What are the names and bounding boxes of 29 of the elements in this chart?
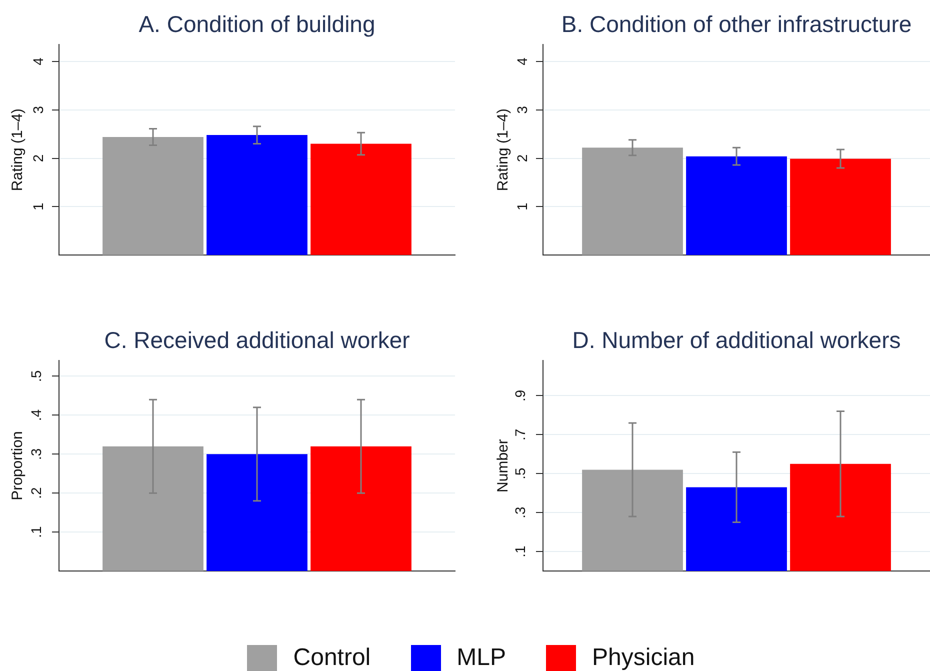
legend-label: MLP bbox=[456, 644, 506, 671]
y-tick-label: 1 bbox=[514, 202, 530, 211]
y-tick-label: .3 bbox=[28, 448, 44, 460]
y-tick-label: .4 bbox=[28, 409, 44, 421]
chart-title: B. Condition of other infrastructure bbox=[561, 11, 912, 38]
chart-title: C. Received additional worker bbox=[104, 327, 410, 354]
y-tick-label: .5 bbox=[512, 468, 528, 480]
legend-label: Physician bbox=[592, 644, 695, 671]
legend-label: Control bbox=[293, 644, 371, 671]
y-tick-label: 2 bbox=[30, 154, 46, 162]
y-tick-label: 2 bbox=[514, 154, 530, 162]
y-axis-title: Rating (1–4) bbox=[494, 108, 512, 192]
y-tick-label: .1 bbox=[28, 526, 44, 538]
y-tick-label: 3 bbox=[30, 106, 46, 114]
y-axis-title: Number bbox=[494, 439, 512, 492]
y-tick-label: .2 bbox=[28, 487, 44, 499]
y-tick-label: .9 bbox=[512, 390, 528, 402]
y-axis-title: Rating (1–4) bbox=[9, 108, 26, 192]
y-tick-label: 4 bbox=[514, 57, 530, 66]
y-tick-label: .3 bbox=[512, 506, 528, 518]
y-axis-title: Proportion bbox=[9, 431, 26, 500]
y-tick-label: .1 bbox=[512, 545, 528, 558]
y-tick-label: 1 bbox=[30, 202, 46, 211]
y-tick-label: .5 bbox=[28, 370, 44, 382]
y-tick-label: .7 bbox=[512, 428, 528, 440]
chart-title: A. Condition of building bbox=[138, 11, 376, 38]
y-tick-label: 3 bbox=[514, 106, 530, 114]
chart-title: D. Number of additional workers bbox=[572, 327, 901, 354]
y-tick-label: 4 bbox=[30, 57, 46, 66]
